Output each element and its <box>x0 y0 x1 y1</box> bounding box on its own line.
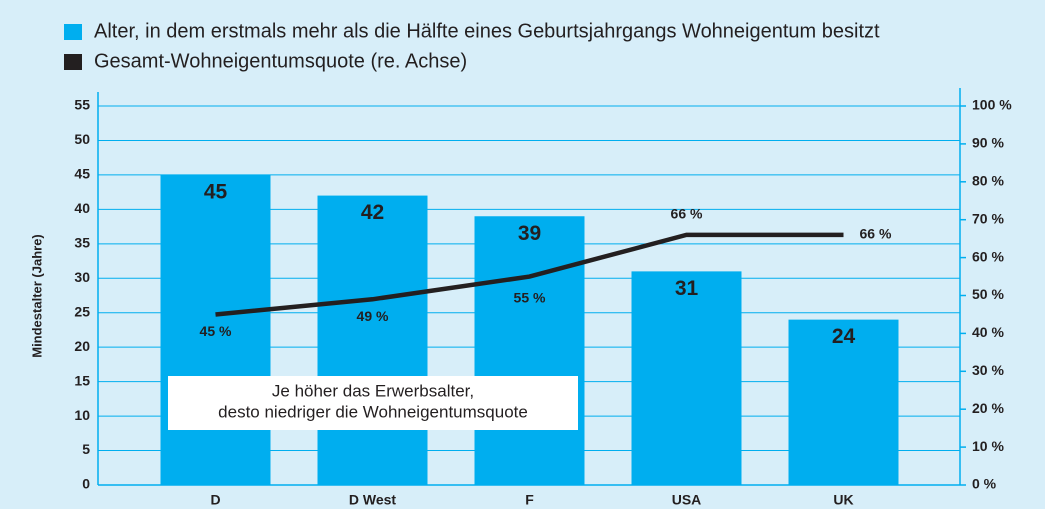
y2-tick-label: 70 % <box>972 210 1004 226</box>
legend-label: Alter, in dem erstmals mehr als die Hälf… <box>94 20 880 42</box>
y-axis-label: Mindestalter (Jahre) <box>29 234 44 358</box>
bar-value-label: 24 <box>832 325 856 348</box>
x-tick-label: D West <box>349 492 397 508</box>
y2-tick-label: 10 % <box>972 438 1004 454</box>
x-tick-label: USA <box>672 492 702 508</box>
y2-tick-label: 30 % <box>972 362 1004 378</box>
y-tick-label: 5 <box>82 441 90 457</box>
y2-tick-label: 60 % <box>972 248 1004 264</box>
y2-tick-label: 0 % <box>972 476 997 492</box>
bar <box>474 216 585 485</box>
bar <box>788 319 899 485</box>
line-value-label: 45 % <box>200 323 232 339</box>
x-tick-label: D <box>210 492 220 508</box>
bar-value-label: 45 <box>204 180 228 203</box>
y-tick-label: 45 <box>74 166 90 182</box>
bar <box>317 195 428 485</box>
line-value-label: 49 % <box>357 308 389 324</box>
y-tick-label: 10 <box>74 407 90 423</box>
y-tick-label: 40 <box>74 200 90 216</box>
y-tick-label: 25 <box>74 303 90 319</box>
annotation-box <box>168 376 578 430</box>
legend-label: Gesamt-Wohneigentumsquote (re. Achse) <box>94 50 467 72</box>
y-tick-label: 20 <box>74 338 90 354</box>
y-tick-label: 0 <box>82 476 90 492</box>
bar-value-label: 42 <box>361 201 384 224</box>
y2-tick-label: 100 % <box>972 97 1012 113</box>
legend-swatch <box>64 54 82 70</box>
line-value-label: 55 % <box>514 289 546 305</box>
bar <box>160 174 271 485</box>
y-tick-label: 55 <box>74 97 90 113</box>
y2-tick-label: 50 % <box>972 286 1004 302</box>
x-tick-label: F <box>525 492 534 508</box>
annotation: Je höher das Erwerbsalter, <box>272 381 474 400</box>
y2-tick-label: 80 % <box>972 173 1004 189</box>
bar-value-label: 31 <box>675 277 699 300</box>
bar <box>631 271 742 485</box>
line-value-label: 66 % <box>671 206 703 222</box>
y2-tick-label: 20 % <box>972 400 1004 416</box>
line-value-label: 66 % <box>860 226 892 242</box>
y2-tick-label: 90 % <box>972 135 1004 151</box>
bar-value-label: 39 <box>518 222 541 245</box>
y-tick-label: 50 <box>74 131 90 147</box>
line <box>215 232 844 317</box>
x-tick-label: UK <box>833 492 853 508</box>
y-tick-label: 15 <box>74 372 90 388</box>
annotation: desto niedriger die Wohneigentumsquote <box>218 402 528 421</box>
y-tick-label: 35 <box>74 235 90 251</box>
y2-tick-label: 40 % <box>972 324 1004 340</box>
y-tick-label: 30 <box>74 269 90 285</box>
legend-swatch <box>64 24 82 40</box>
